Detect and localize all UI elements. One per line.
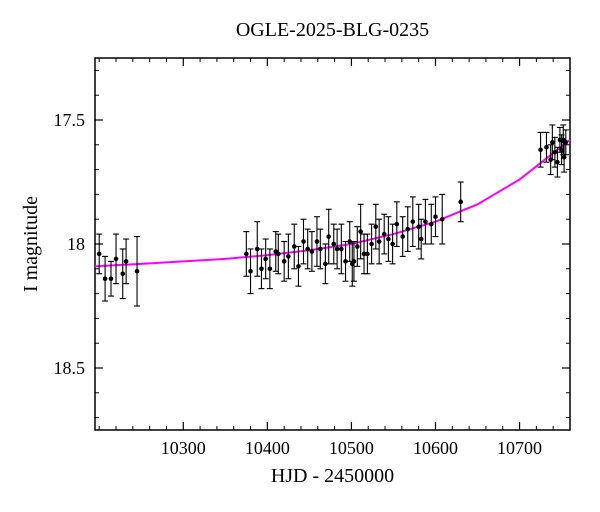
svg-text:10500: 10500: [329, 438, 374, 458]
svg-text:10400: 10400: [245, 438, 290, 458]
svg-text:10600: 10600: [413, 438, 458, 458]
lightcurve-chart: 10300 10400 10500 10600 10700 17.5 18 18.5 OGLE-…: [0, 0, 600, 512]
svg-text:10300: 10300: [161, 438, 206, 458]
x-axis-label: HJD - 2450000: [271, 465, 394, 487]
chart-svg: 10300 10400 10500 10600 10700 17.5 18 18.5 OGLE-…: [0, 0, 600, 512]
svg-text:10700: 10700: [497, 438, 542, 458]
chart-title: OGLE-2025-BLG-0235: [236, 19, 429, 41]
svg-text:18.5: 18.5: [54, 358, 86, 378]
y-axis-label: I magnitude: [20, 196, 42, 292]
svg-text:18: 18: [67, 234, 85, 254]
svg-text:17.5: 17.5: [54, 110, 86, 130]
